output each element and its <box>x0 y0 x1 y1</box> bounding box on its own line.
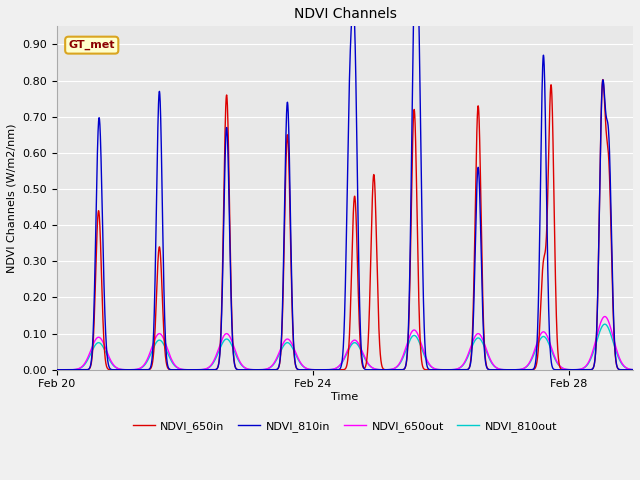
NDVI_650out <box>573 367 581 372</box>
Line: NDVI_650out: NDVI_650out <box>57 316 633 370</box>
NDVI_810out <box>413 336 421 341</box>
NDVI_650out <box>413 331 421 336</box>
X-axis label: Time: Time <box>332 392 358 402</box>
NDVI_810in <box>274 366 282 372</box>
NDVI_810out <box>274 355 282 360</box>
NDVI_650in <box>629 367 637 372</box>
NDVI_810out <box>53 367 61 372</box>
NDVI_650in <box>413 231 421 237</box>
Text: GT_met: GT_met <box>68 40 115 50</box>
NDVI_650in <box>274 366 282 372</box>
NDVI_810in <box>122 367 130 372</box>
NDVI_650out <box>598 316 606 322</box>
NDVI_810out <box>573 367 581 372</box>
NDVI_810out <box>601 321 609 327</box>
NDVI_650out <box>629 367 637 372</box>
NDVI_650in <box>576 367 584 372</box>
NDVI_810in <box>576 367 584 372</box>
NDVI_810out <box>576 366 584 372</box>
NDVI_650out <box>274 353 282 359</box>
NDVI_650in <box>573 367 581 372</box>
NDVI_650out <box>53 367 61 372</box>
NDVI_810in <box>629 367 637 372</box>
NDVI_810in <box>599 79 607 84</box>
Y-axis label: NDVI Channels (W/m2/nm): NDVI Channels (W/m2/nm) <box>7 123 17 273</box>
NDVI_810in <box>573 367 581 372</box>
Line: NDVI_810in: NDVI_810in <box>57 0 633 370</box>
Legend: NDVI_650in, NDVI_810in, NDVI_650out, NDVI_810out: NDVI_650in, NDVI_810in, NDVI_650out, NDV… <box>128 417 562 436</box>
NDVI_650out <box>122 367 130 372</box>
Title: NDVI Channels: NDVI Channels <box>294 7 396 21</box>
NDVI_810out <box>598 323 606 329</box>
Line: NDVI_810out: NDVI_810out <box>57 324 633 370</box>
NDVI_650out <box>601 313 609 319</box>
Line: NDVI_650in: NDVI_650in <box>57 80 633 370</box>
NDVI_650in <box>598 79 606 84</box>
NDVI_810out <box>122 367 130 372</box>
NDVI_650in <box>599 77 607 83</box>
NDVI_650in <box>122 367 130 372</box>
NDVI_650in <box>53 367 61 372</box>
NDVI_810in <box>53 367 61 372</box>
NDVI_810out <box>629 367 637 372</box>
NDVI_650out <box>576 366 584 372</box>
